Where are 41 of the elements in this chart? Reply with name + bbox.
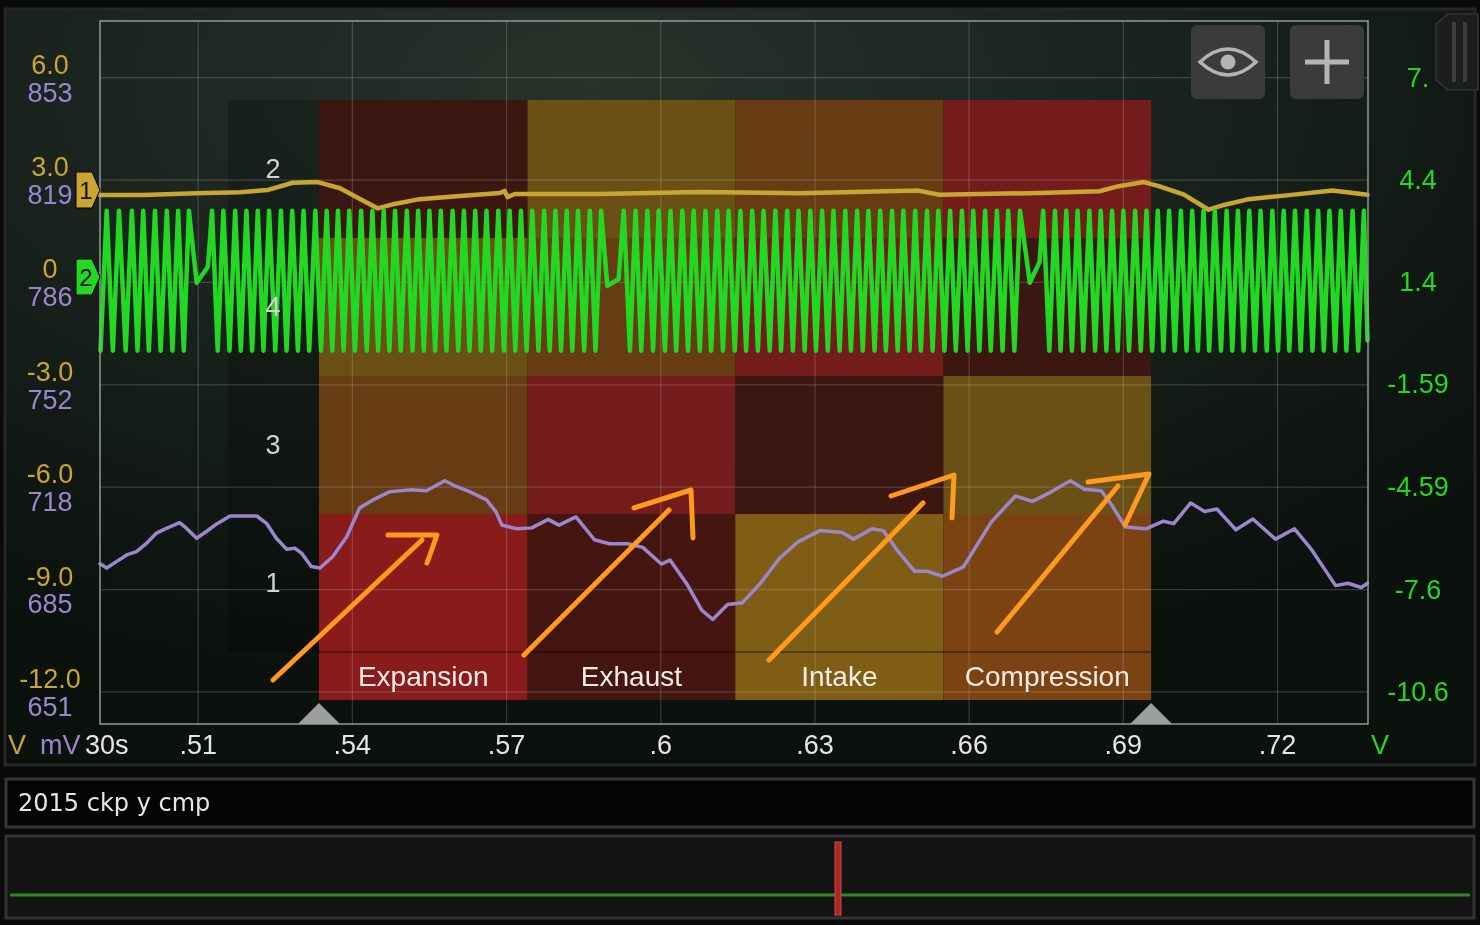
x-tick-label: .72: [1258, 730, 1297, 760]
x-tick-label: .63: [796, 730, 834, 760]
x-tick-label: .6: [649, 730, 673, 760]
y2-tick-label: -1.59: [1387, 369, 1449, 400]
annotation: 2: [265, 154, 281, 184]
y-tick-label: 6.0: [31, 49, 69, 80]
x-tick-label: .69: [1104, 730, 1143, 760]
text: 2015 ckp y cmp: [18, 789, 211, 817]
y2-tick-label: 7.: [1406, 62, 1430, 93]
band-label: Intake: [801, 660, 878, 692]
y-tick-label: -6.0: [26, 459, 74, 490]
y2-tick-label: -4.59: [1387, 471, 1449, 502]
y2-tick-label: 1.4: [1399, 267, 1437, 298]
y3-tick-label: 786: [27, 282, 73, 313]
y2-tick-label: 4.4: [1399, 165, 1437, 196]
x-tick-label: .51: [179, 730, 217, 760]
y3-tick-label: 718: [27, 487, 73, 518]
y2-tick-label: -10.6: [1387, 676, 1449, 707]
x-axis-title: 30s: [85, 730, 129, 760]
y2-tick-label: -7.6: [1394, 574, 1442, 605]
y3-tick-label: 685: [27, 589, 73, 620]
y3-tick-label: 752: [27, 384, 73, 415]
annotation: 3: [265, 430, 281, 460]
band-label: Expansion: [357, 660, 489, 692]
y3-axis-title: mV: [40, 730, 81, 760]
y3-tick-label: 651: [27, 691, 73, 722]
x-tick-label: .57: [487, 730, 526, 760]
series-label: 1: [79, 176, 93, 204]
y-tick-label: -9.0: [26, 561, 74, 592]
y3-tick-label: 853: [27, 77, 73, 108]
annotation: 1: [265, 568, 281, 598]
y-axis-title: V: [8, 730, 27, 760]
y-tick-label: -12.0: [19, 663, 81, 694]
y-tick-label: -3.0: [26, 356, 74, 387]
x-tick-label: .54: [333, 730, 372, 760]
band-label: Exhaust: [580, 660, 683, 692]
series-label: 2: [79, 263, 93, 291]
band-label: Compression: [964, 660, 1130, 692]
y2-axis-title: V: [1370, 730, 1390, 760]
y-tick-label: 0: [42, 254, 58, 285]
x-tick-label: .66: [950, 730, 988, 760]
